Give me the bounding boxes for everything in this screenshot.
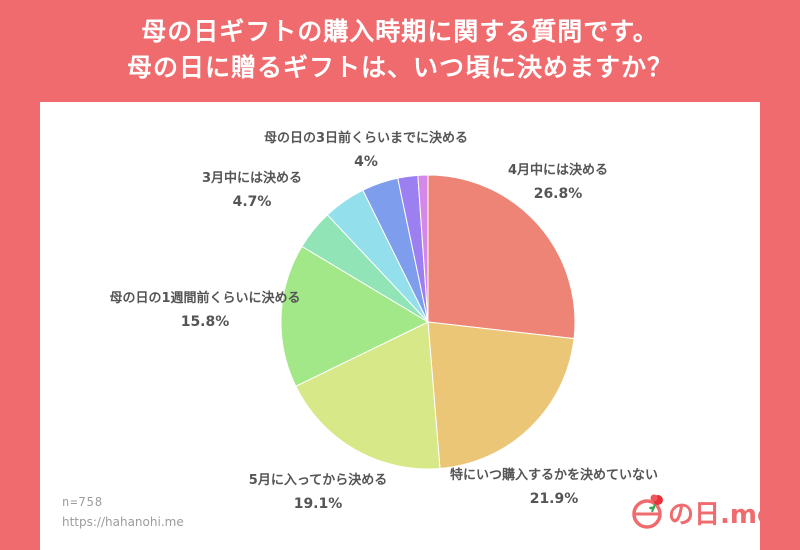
slice-value-7: 4% (354, 154, 378, 170)
slice-label-7: 母の日の3日前くらいまでに決める (264, 130, 468, 146)
slice-label-6: 3月中には決める (202, 170, 302, 186)
chart-title: 母の日ギフトの購入時期に関する質問です。 母の日に贈るギフトは、いつ頃に決めます… (0, 14, 800, 86)
pie-slice-1 (427, 174, 576, 340)
pie-slice-4 (280, 245, 430, 387)
pie-slice-3 (295, 321, 441, 470)
chart-panel: 4月中には決める 26.8% 特にいつ購入するかを決めていない 21.9% 5月に入って… (40, 102, 760, 550)
pie-slices (280, 174, 576, 470)
slice-label-3: 5月に入ってから決める (249, 472, 387, 488)
pie-labels: 4月中には決める 26.8% 特にいつ購入するかを決めていない 21.9% 5月に入って… (109, 130, 658, 512)
carnation-logo-icon (632, 494, 663, 529)
sample-size: n=758 (62, 495, 104, 509)
pie-slice-2 (427, 321, 575, 470)
slice-label-1: 4月中には決める (508, 162, 608, 178)
slice-label-2: 特にいつ購入するかを決めていない (450, 467, 658, 483)
brand-logo[interactable]: の日.me (628, 492, 775, 532)
pie-chart: 4月中には決める 26.8% 特にいつ購入するかを決めていない 21.9% 5月に入って… (109, 130, 658, 512)
slice-value-2: 21.9% (530, 491, 579, 507)
site-url[interactable]: https://hahanohi.me (62, 515, 184, 529)
title-line-1: 母の日ギフトの購入時期に関する質問です。 (141, 17, 659, 46)
slice-label-4: 母の日の1週間前くらいに決める (109, 290, 300, 306)
slice-value-3: 19.1% (294, 496, 343, 512)
slice-value-1: 26.8% (534, 186, 583, 202)
logo-text: の日.me (668, 499, 775, 530)
title-line-2: 母の日に贈るギフトは、いつ頃に決めますか？ (126, 53, 673, 82)
slice-value-4: 15.8% (181, 314, 230, 330)
pie-slice-9 (417, 174, 429, 323)
slice-value-6: 4.7% (233, 194, 272, 210)
